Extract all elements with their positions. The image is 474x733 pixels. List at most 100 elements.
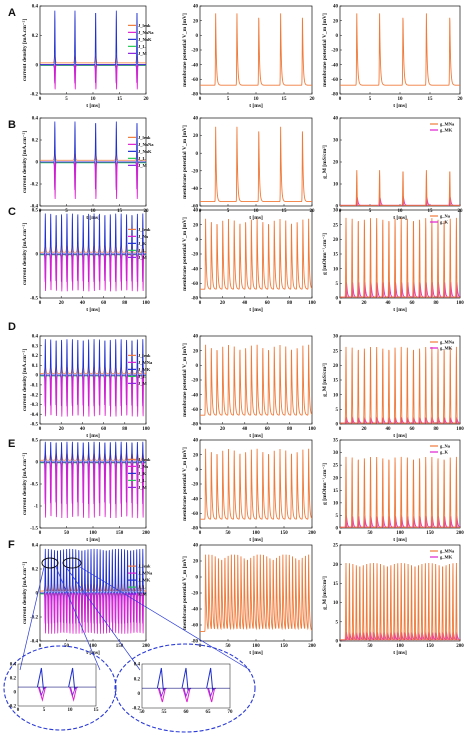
- chart-d-2: 0 20 40 60 80 100 40 20 0 -20 -40 -60 -80 t [ms] membr…: [182, 335, 316, 439]
- y-tick-label: -80: [331, 93, 338, 98]
- conductance-series-1: [340, 563, 460, 641]
- y-tick-label: 15: [333, 489, 339, 494]
- y-tick-label: 0.4: [32, 5, 39, 10]
- legend-label: g_Na: [440, 214, 451, 219]
- y-tick-label: 10: [333, 501, 339, 506]
- y-tick-label: 0.3: [32, 344, 39, 349]
- x-tick-label: 5: [227, 97, 230, 102]
- y-tick-label: 0: [36, 461, 39, 466]
- plot-frame: [199, 5, 313, 95]
- legend-label: J_leak: [138, 227, 151, 232]
- current-series-leak: [40, 452, 146, 461]
- x-tick-label: 100: [142, 301, 150, 306]
- x-axis-label: t [ms]: [393, 650, 407, 656]
- y-tick-label: -1: [34, 505, 39, 510]
- inset-y-tick: 0: [138, 692, 141, 697]
- y-tick-label: 0: [36, 253, 39, 258]
- y-tick-label: 25: [333, 464, 339, 469]
- x-tick-label: 80: [434, 427, 440, 432]
- y-tick-label: -40: [191, 497, 198, 502]
- conductance-series-1: [340, 456, 460, 528]
- y-axis-label: membrane potential V_m [mV]: [182, 217, 188, 291]
- inset-ellipse-1: [3, 645, 117, 731]
- y-tick-label: 30: [333, 209, 339, 214]
- y-tick-label: -20: [331, 49, 338, 54]
- current-series-k: [40, 548, 146, 594]
- y-tick-label: 0.2: [32, 34, 39, 39]
- x-axis-label: t [ms]: [393, 103, 407, 109]
- legend-label: J_M: [138, 592, 148, 597]
- x-tick-label: 60: [101, 301, 107, 306]
- y-axis-label: membrane potential V_m [mV]: [182, 125, 188, 199]
- y-tick-label: -0.2: [30, 183, 38, 188]
- y-axis-label: current density [mA.cm⁻²]: [22, 349, 28, 412]
- legend-label: J_L: [138, 156, 146, 161]
- plot-frame: [39, 5, 147, 95]
- y-tick-label: -0.4: [30, 640, 38, 645]
- y-axis-label: membrane potential V_m [mV]: [182, 343, 188, 417]
- vm-series-line: [200, 13, 312, 86]
- legend: J_leak J_Na J_K J_L J_M: [128, 457, 151, 490]
- x-tick-label: 50: [64, 644, 70, 649]
- chart-c-3: 0 20 40 60 80 100 30 25 20 15 10 5 0 t [ms] g [mOhm⁻¹.…: [322, 209, 464, 313]
- y-tick-label: 0.2: [32, 354, 39, 359]
- legend-label: J_MNa: [138, 571, 153, 576]
- x-tick-label: 50: [368, 531, 374, 536]
- y-axis-label: membrane potential V_m [mV]: [182, 447, 188, 521]
- inset-y-tick: 0.2: [134, 677, 141, 682]
- y-tick-label: 10: [333, 393, 339, 398]
- inset-x-tick: 70: [228, 710, 234, 715]
- x-tick-label: 5: [65, 209, 68, 214]
- y-tick-label: 35: [333, 439, 339, 444]
- current-series-na: [40, 64, 146, 90]
- inset-x-tick: 5: [43, 708, 46, 713]
- x-tick-label: 60: [410, 427, 416, 432]
- legend-label: J_K: [138, 241, 147, 246]
- y-tick-label: -80: [191, 297, 198, 302]
- current-series-k: [40, 441, 146, 463]
- legend-label: J_leak: [138, 353, 151, 358]
- vm-series-line: [200, 218, 312, 290]
- chart-e-1: 0 50 100 150 200 0.5 0 -0.5 -1 -1.5 t [ms] current …: [22, 439, 151, 543]
- y-tick-label: 15: [333, 582, 339, 587]
- y-tick-label: 0: [336, 423, 339, 428]
- y-tick-label: 10: [333, 601, 339, 606]
- panel-label-e: E: [8, 438, 15, 450]
- x-tick-label: 10: [398, 209, 404, 214]
- x-axis-label: t [ms]: [249, 103, 263, 109]
- x-tick-label: 20: [59, 301, 65, 306]
- y-tick-label: 25: [333, 223, 339, 228]
- y-tick-label: 20: [193, 223, 199, 228]
- legend-label: J_MNa: [138, 360, 153, 365]
- x-tick-label: 100: [142, 427, 150, 432]
- legend-label: J_NaK: [138, 149, 152, 154]
- legend-label: J_NaNa: [138, 142, 154, 147]
- x-tick-label: 100: [396, 644, 404, 649]
- x-tick-label: 200: [142, 531, 150, 536]
- x-tick-label: 200: [308, 644, 316, 649]
- y-tick-label: -80: [191, 423, 198, 428]
- conductance-series-1: [340, 217, 460, 298]
- y-tick-label: -20: [191, 379, 198, 384]
- y-tick-label: 0: [196, 152, 199, 157]
- inset-x-tick: 60: [184, 710, 190, 715]
- legend-label: J_M: [138, 51, 148, 56]
- inset-ellipse-2: [114, 643, 256, 733]
- y-tick-label: 40: [193, 5, 199, 10]
- y-tick-label: -60: [191, 78, 198, 83]
- y-tick-label: 5: [336, 408, 339, 413]
- panel-label-f: F: [8, 539, 15, 551]
- legend-label: g_MK: [440, 555, 453, 560]
- inset-y-tick: 0.4: [10, 663, 17, 668]
- x-tick-label: 100: [396, 531, 404, 536]
- x-tick-label: 0: [39, 97, 42, 102]
- x-tick-label: 0: [339, 644, 342, 649]
- x-tick-label: 40: [386, 427, 392, 432]
- y-tick-label: 30: [333, 451, 339, 456]
- panel-label-b: B: [8, 119, 16, 131]
- y-tick-label: -40: [331, 63, 338, 68]
- x-tick-label: 150: [116, 531, 124, 536]
- legend-label: g_MNa: [440, 122, 455, 127]
- y-tick-label: -40: [191, 187, 198, 192]
